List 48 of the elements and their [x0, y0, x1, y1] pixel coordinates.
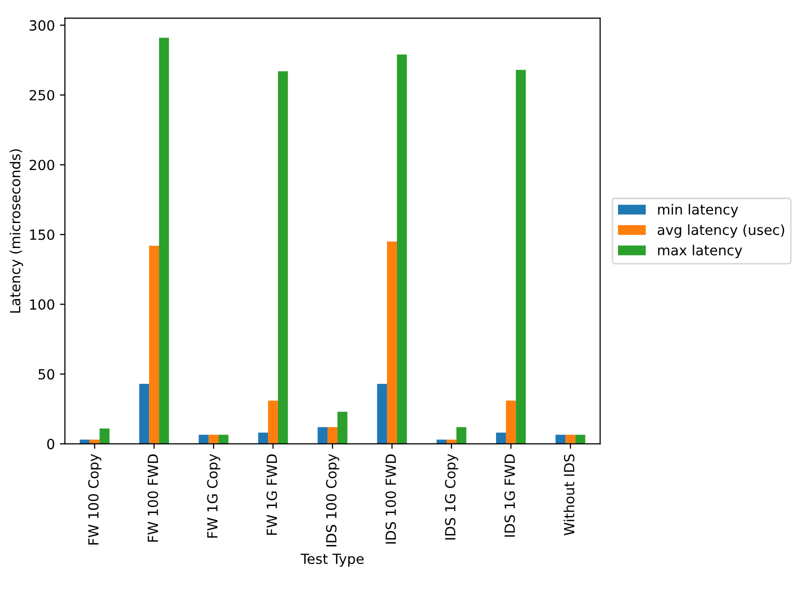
bar — [80, 440, 90, 444]
x-tick-label: FW 100 Copy — [88, 454, 102, 544]
bar — [149, 246, 160, 444]
bar — [446, 440, 456, 444]
bar — [387, 242, 397, 444]
y-tick-label: 150 — [30, 229, 54, 240]
y-axis-title: Latency (microseconds) — [10, 149, 24, 313]
bar — [556, 434, 566, 444]
bar — [318, 427, 328, 444]
x-tick-label: FW 1G FWD — [266, 454, 278, 535]
bar — [328, 427, 338, 444]
bar — [100, 428, 110, 444]
x-tick-label: FW 1G Copy — [207, 454, 220, 538]
bar — [575, 434, 586, 444]
y-tick-label: 250 — [30, 90, 54, 100]
y-tick-label: 300 — [30, 20, 54, 31]
bar — [258, 432, 268, 444]
bar — [198, 434, 209, 444]
x-tick-label: IDS 100 Copy — [326, 454, 340, 546]
bar — [268, 400, 278, 444]
bar — [377, 384, 388, 444]
legend-label: min latency — [658, 204, 738, 218]
legend-label: avg latency (usec) — [658, 224, 784, 238]
x-tick-label: FW 100 FWD — [148, 454, 158, 542]
bar — [337, 412, 348, 444]
x-axis-title: Test Type — [300, 554, 364, 567]
y-tick-label: 100 — [30, 299, 54, 310]
bar — [396, 54, 407, 444]
bar — [139, 384, 150, 444]
bar — [159, 38, 169, 444]
y-tick-label: 0 — [47, 438, 54, 450]
x-tick-label: IDS 100 FWD — [386, 454, 396, 544]
bar — [218, 434, 228, 444]
bar — [90, 440, 100, 444]
bar — [208, 434, 219, 444]
bar — [278, 71, 288, 444]
legend-label: max latency — [658, 244, 742, 258]
bar — [516, 70, 526, 444]
x-tick-label: Without IDS — [564, 454, 574, 536]
bar — [456, 427, 466, 444]
x-tick-label: IDS 1G FWD — [504, 454, 515, 537]
bar — [436, 440, 446, 444]
bar — [496, 432, 506, 444]
bar — [506, 400, 516, 444]
y-tick-label: 200 — [30, 160, 54, 170]
x-tick-label: IDS 1G Copy — [444, 454, 458, 540]
y-tick-label: 50 — [38, 369, 54, 380]
bar — [565, 434, 576, 444]
